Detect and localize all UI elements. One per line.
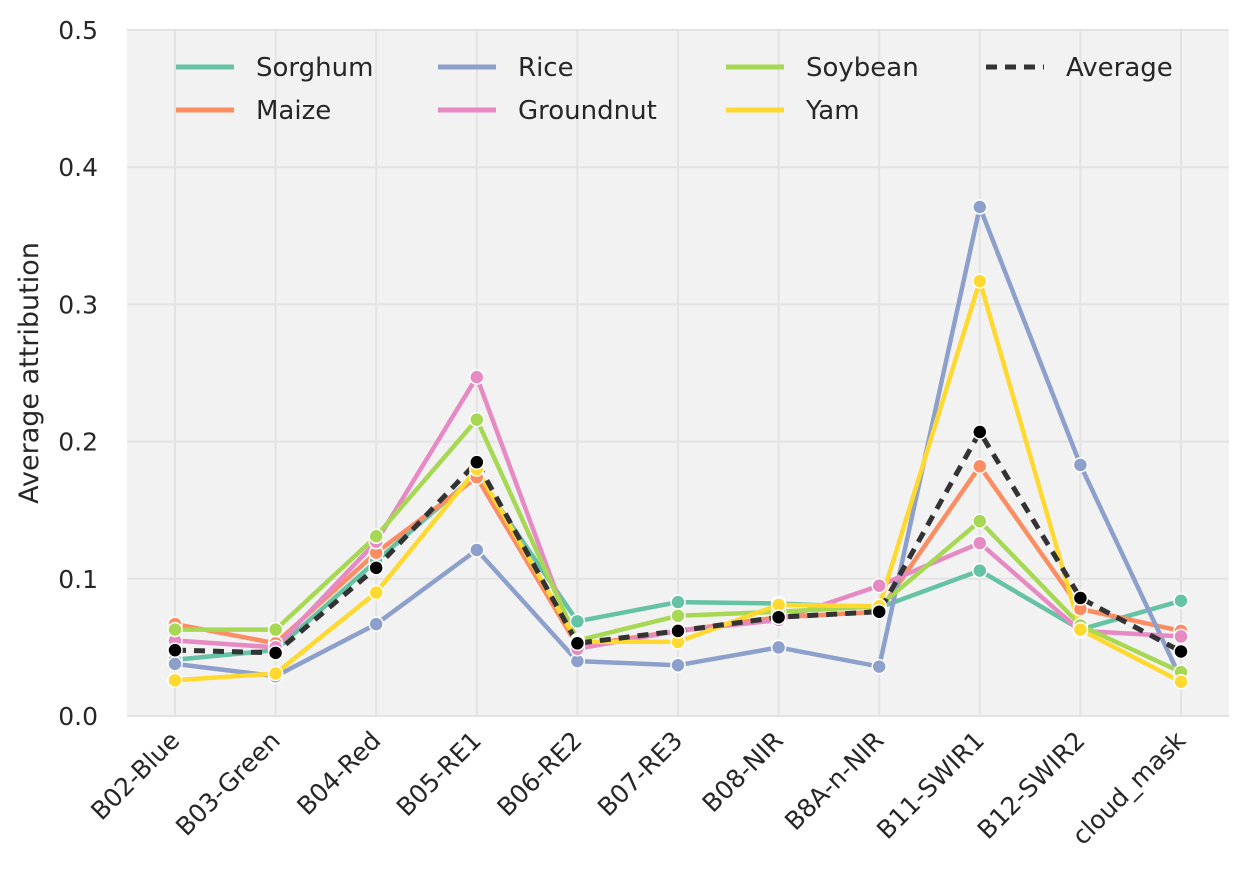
data-point-average [569,635,586,652]
legend-label-rice: Rice [518,53,574,83]
data-point-soybean [469,411,485,428]
markers-group [167,199,1189,690]
data-point-maize [972,458,988,475]
x-tick-label: B07-RE3 [592,726,688,822]
data-point-soybean [670,608,686,624]
data-point-average [1072,590,1089,606]
y-tick-label: 0.2 [58,428,98,457]
y-tick-label: 0.1 [58,565,98,594]
x-tick-label: B8A-n-NIR [779,726,889,836]
legend: Sorghum Maize Rice Groundnut Soybean Yam Avera… [176,53,1173,126]
data-point-soybean [368,528,384,545]
x-tick-label: B04-Red [291,726,386,821]
data-point-yam [1173,673,1189,690]
data-point-average [670,623,686,639]
x-tick-label: B11-SWIR1 [871,726,990,845]
data-point-yam [167,672,183,689]
data-point-yam [267,665,284,682]
data-point-average [368,560,384,576]
data-point-yam [1072,621,1089,638]
data-point-groundnut [871,577,887,594]
data-point-groundnut [469,369,485,385]
data-point-rice [871,658,887,675]
y-tick-label: 0.0 [58,702,98,731]
data-point-soybean [267,621,284,638]
legend-label-yam: Yam [805,96,860,126]
data-point-soybean [167,621,183,638]
data-point-rice [972,199,988,215]
x-tick-label: B06-RE2 [491,726,587,822]
data-point-rice [167,656,183,672]
legend-label-soybean: Soybean [806,53,919,83]
data-point-rice [469,542,485,558]
y-axis-label: Average attribution [14,242,45,504]
data-point-average [167,642,183,658]
data-point-groundnut [1173,628,1189,645]
data-point-sorghum [670,594,686,610]
data-point-sorghum [972,562,988,579]
data-point-average [871,603,887,620]
x-tick-label: B03-Green [170,726,286,842]
data-point-yam [972,273,988,289]
y-tick-label: 0.5 [58,16,98,45]
data-point-average [469,454,485,470]
data-point-average [267,645,284,661]
x-tick-label: B08-NIR [697,726,789,818]
data-point-rice [670,657,686,673]
data-point-average [972,424,988,440]
x-tick-label: B05-RE1 [391,726,487,822]
data-point-rice [1072,457,1089,473]
y-axis: 0.0 0.1 0.2 0.3 0.4 0.5 [58,16,98,731]
legend-label-maize: Maize [256,96,331,126]
data-point-groundnut [972,535,988,551]
data-point-sorghum [1173,593,1189,609]
legend-label-groundnut: Groundnut [518,96,657,126]
data-point-soybean [972,513,988,529]
data-point-average [770,609,787,625]
y-tick-label: 0.4 [58,153,98,182]
y-tick-label: 0.3 [58,290,98,319]
data-point-yam [368,584,384,601]
legend-label-average: Average [1066,53,1173,83]
data-point-sorghum [569,613,586,630]
legend-label-sorghum: Sorghum [256,53,373,83]
data-point-rice [368,616,384,632]
data-point-rice [770,639,787,656]
x-tick-label: B02-Blue [85,726,185,826]
data-point-average [1173,643,1189,660]
